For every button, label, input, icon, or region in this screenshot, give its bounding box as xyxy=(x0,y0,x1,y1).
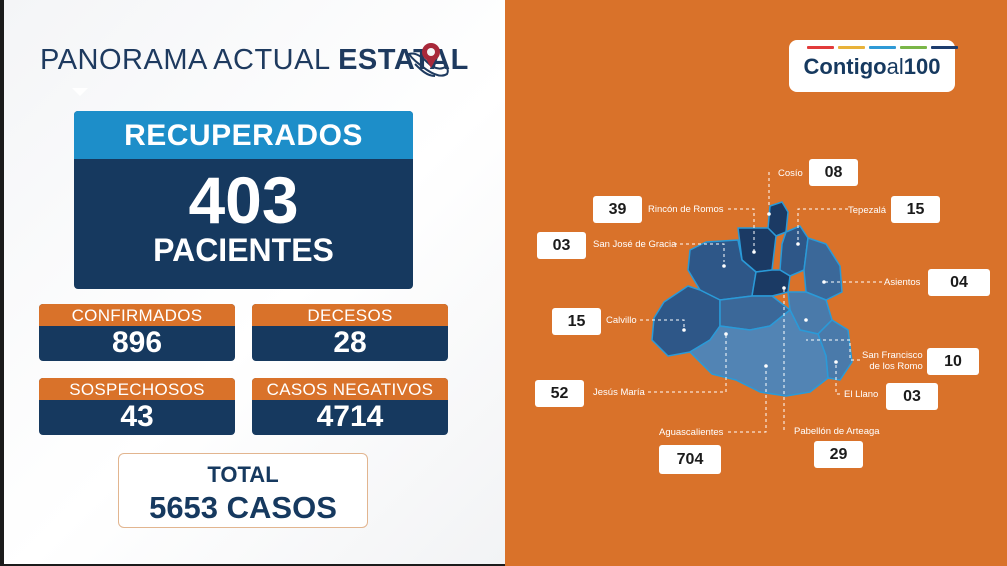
value-elllano: 03 xyxy=(886,383,938,410)
dot-aguascalientes xyxy=(764,364,768,368)
total-value: 5653 CASOS xyxy=(149,490,337,525)
label-elllano: El Llano xyxy=(844,389,879,400)
confirmados-card: CONFIRMADOS 896 xyxy=(39,304,235,361)
value-aguascalientes: 704 xyxy=(659,445,721,474)
sospechosos-card: SOSPECHOSOS 43 xyxy=(39,378,235,435)
recuperados-label: RECUPERADOS xyxy=(74,111,413,159)
decesos-card: DECESOS 28 xyxy=(252,304,448,361)
recuperados-value: 403 xyxy=(188,163,299,237)
leader-sanjose xyxy=(674,243,725,262)
value-cosio: 08 xyxy=(809,159,858,186)
dot-asientos xyxy=(822,280,826,284)
logo-text-num: 100 xyxy=(903,54,941,79)
confirmados-value: 896 xyxy=(111,326,163,359)
label-asientos: Asientos xyxy=(884,277,921,288)
region-asientos xyxy=(803,237,843,301)
leader-elllano xyxy=(835,362,840,395)
value-sanfrancisco: 10 xyxy=(927,348,979,375)
page-title: PANORAMA ACTUAL ESTATAL xyxy=(40,44,469,77)
title-bold: ESTATAL xyxy=(338,44,469,76)
logo-bar xyxy=(931,46,958,49)
value-asientos: 04 xyxy=(928,269,990,296)
decesos-label: DECESOS xyxy=(252,304,448,326)
leader-tepezala xyxy=(797,208,848,240)
value-pabellon: 29 xyxy=(814,441,863,468)
label-jesusmaria: Jesús María xyxy=(593,387,645,398)
sospechosos-label: SOSPECHOSOS xyxy=(39,378,235,400)
leader-sanfrancisco xyxy=(806,339,860,361)
logo-bar xyxy=(807,46,834,49)
value-tepezala: 15 xyxy=(891,196,940,223)
dot-sanfrancisco xyxy=(804,318,808,322)
label-sanjose: San José de Gracia xyxy=(593,239,677,250)
decesos-value: 28 xyxy=(333,326,367,359)
logo-text: Contigoal100 xyxy=(789,54,955,80)
label-cosio: Cosío xyxy=(778,168,803,179)
leader-aguascalientes xyxy=(728,370,767,433)
label-tepezala: Tepezalá xyxy=(848,205,887,216)
value-calvillo: 15 xyxy=(552,308,601,335)
negativos-value: 4714 xyxy=(316,400,384,433)
logo-text-light: al xyxy=(886,54,904,79)
title-light: PANORAMA ACTUAL xyxy=(40,44,339,76)
logo-tail xyxy=(72,88,88,96)
logo-text-bold: Contigo xyxy=(803,54,887,79)
logo-color-bars xyxy=(807,46,958,49)
recuperados-unit: PACIENTES xyxy=(153,232,334,268)
aguascalientes-map xyxy=(640,172,882,433)
dot-tepezala xyxy=(796,242,800,246)
dot-rincon xyxy=(752,250,756,254)
value-rincon: 39 xyxy=(593,196,642,223)
dot-sanjose xyxy=(722,264,726,268)
label-pabellon: Pabellón de Arteaga xyxy=(794,426,880,437)
logo-bar xyxy=(838,46,865,49)
region-pabellon xyxy=(751,269,791,297)
mexico-map-pin-icon xyxy=(407,43,449,77)
label-sanfrancisco: San Francisco de los Romo xyxy=(862,350,923,372)
total-label: TOTAL xyxy=(207,462,279,487)
dot-calvillo xyxy=(682,328,686,332)
sospechosos-value: 43 xyxy=(120,400,154,433)
region-tepezala xyxy=(779,225,809,277)
label-calvillo: Calvillo xyxy=(606,315,637,326)
leader-rincon xyxy=(728,208,755,252)
value-jesusmaria: 52 xyxy=(535,380,584,407)
label-sanfrancisco-l1: San Francisco xyxy=(862,350,923,361)
leader-calvillo xyxy=(640,319,685,328)
dot-pabellon xyxy=(782,286,786,290)
leader-jesusmaria xyxy=(648,334,727,393)
dot-cosio xyxy=(767,212,771,216)
dot-elllano xyxy=(834,360,838,364)
value-sanjose: 03 xyxy=(537,232,586,259)
negativos-card: CASOS NEGATIVOS 4714 xyxy=(252,378,448,435)
region-aguascalientes xyxy=(689,309,829,397)
logo-bar xyxy=(869,46,896,49)
label-sanfrancisco-l2: de los Romo xyxy=(869,361,923,372)
total-card: TOTAL 5653 CASOS xyxy=(118,453,368,528)
contigo-al-100-logo: Contigoal100 xyxy=(789,40,958,92)
label-rincon: Rincón de Romos xyxy=(648,204,724,215)
confirmados-label: CONFIRMADOS xyxy=(39,304,235,326)
recuperados-card: RECUPERADOS 403 PACIENTES xyxy=(74,111,413,289)
negativos-label: CASOS NEGATIVOS xyxy=(252,378,448,400)
dot-jesusmaria xyxy=(724,332,728,336)
label-aguascalientes: Aguascalientes xyxy=(659,427,724,438)
logo-bar xyxy=(900,46,927,49)
